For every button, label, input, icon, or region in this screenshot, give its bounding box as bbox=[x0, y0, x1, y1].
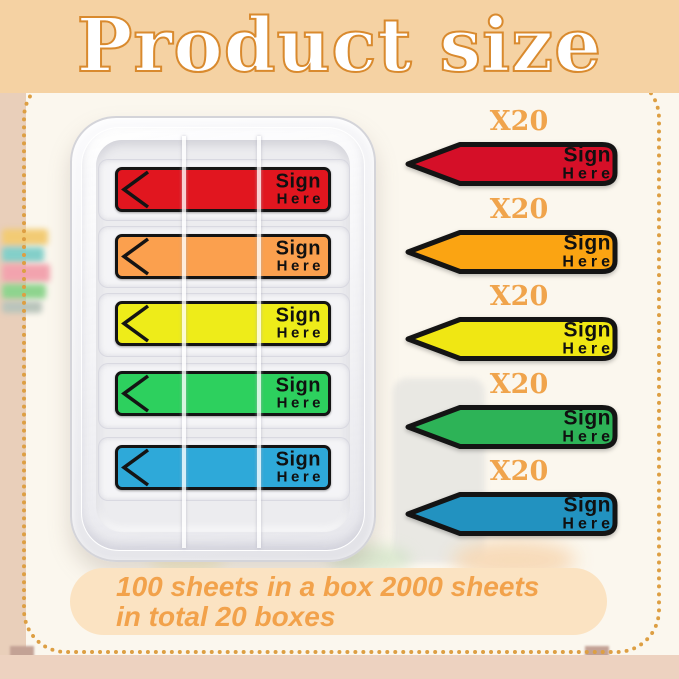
arrow-chevron-icon bbox=[121, 304, 150, 343]
page-title: Product size bbox=[76, 2, 603, 90]
arrow-chevron-icon bbox=[121, 237, 150, 276]
arrow-flag-shape bbox=[405, 405, 618, 449]
quantity-note-text: 100 sheets in a box 2000 sheets in total… bbox=[70, 568, 607, 632]
sign-here-text: Sign Here bbox=[275, 304, 324, 341]
background-book bbox=[2, 264, 50, 282]
quantity-note: 100 sheets in a box 2000 sheets in total… bbox=[70, 568, 607, 635]
note-line-1: 100 sheets in a box 2000 sheets bbox=[116, 571, 540, 602]
tray-flag-orange: Sign Here bbox=[115, 234, 331, 279]
tray-flag-yellow: Sign Here bbox=[115, 301, 331, 346]
tray-flag-green: Sign Here bbox=[115, 371, 331, 416]
flag-dispenser-tray: Sign Here Sign Here Sign Here Sign Here Sign… bbox=[70, 116, 376, 562]
arrow-chevron-icon bbox=[121, 448, 150, 487]
flag-green: Sign Here bbox=[403, 403, 623, 451]
sign-here-text: Sign Here bbox=[275, 448, 324, 485]
tray-flag-blue: Sign Here bbox=[115, 445, 331, 490]
flag-yellow: Sign Here bbox=[403, 315, 623, 363]
background-book bbox=[2, 301, 42, 313]
quantity-label: X20 bbox=[489, 106, 549, 137]
bottom-band bbox=[0, 655, 679, 679]
note-line-2: in total 20 boxes bbox=[116, 601, 336, 632]
background-book bbox=[2, 229, 48, 245]
sign-here-text: Sign Here bbox=[562, 231, 614, 271]
tray-reflection bbox=[257, 136, 261, 548]
quantity-label: X20 bbox=[489, 456, 549, 487]
title-band: Product size bbox=[0, 0, 679, 93]
background-book bbox=[2, 247, 44, 262]
sign-here-text: Sign Here bbox=[562, 493, 614, 533]
arrow-flag-shape bbox=[405, 317, 618, 361]
sign-here-text: Sign Here bbox=[275, 170, 324, 207]
flag-orange: Sign Here bbox=[403, 228, 623, 276]
background-wall bbox=[0, 93, 26, 655]
sign-here-text: Sign Here bbox=[275, 237, 324, 274]
quantity-label: X20 bbox=[489, 369, 549, 400]
arrow-chevron-icon bbox=[121, 170, 150, 209]
background-book bbox=[2, 284, 46, 299]
sign-here-text: Sign Here bbox=[275, 374, 324, 411]
flag-blue: Sign Here bbox=[403, 490, 623, 538]
arrow-chevron-icon bbox=[121, 374, 150, 413]
arrow-flag-shape bbox=[405, 142, 618, 186]
sign-here-text: Sign Here bbox=[562, 406, 614, 446]
tray-reflection bbox=[182, 136, 186, 548]
tray-flag-red: Sign Here bbox=[115, 167, 331, 212]
arrow-flag-shape bbox=[405, 230, 618, 274]
quantity-label: X20 bbox=[489, 194, 549, 225]
sign-here-text: Sign Here bbox=[562, 318, 614, 358]
flag-red: Sign Here bbox=[403, 140, 623, 188]
sign-here-text: Sign Here bbox=[562, 143, 614, 183]
quantity-label: X20 bbox=[489, 281, 549, 312]
arrow-flag-shape bbox=[405, 492, 618, 536]
